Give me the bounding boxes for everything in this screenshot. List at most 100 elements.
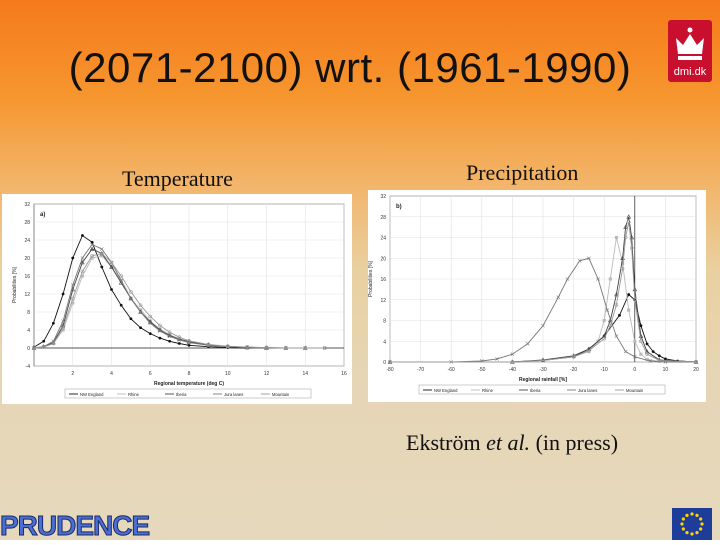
precip-data-point xyxy=(639,324,643,328)
temp-data-point xyxy=(61,325,65,330)
temp-data-point xyxy=(167,334,172,339)
precip-panel-label: b) xyxy=(396,204,402,210)
precip-series-line-4 xyxy=(390,221,697,363)
temp-legend-label: Mountain xyxy=(272,392,290,397)
precip-data-point xyxy=(540,357,546,362)
temp-data-point xyxy=(80,256,85,260)
temp-legend-label: Jura lanes xyxy=(224,392,243,397)
temp-data-point xyxy=(70,283,75,287)
temp-data-point xyxy=(32,346,36,350)
precip-xtick-label: -10 xyxy=(601,367,608,373)
temp-data-point xyxy=(177,335,182,339)
prudence-logo: PRUDENCE xyxy=(0,510,151,541)
precip-xtick-label: -40 xyxy=(509,367,516,373)
precip-data-point xyxy=(629,246,634,250)
precip-data-point xyxy=(587,348,591,353)
citation-author: Ekström xyxy=(406,430,487,455)
precip-data-point xyxy=(648,359,652,363)
temp-xtick-label: 8 xyxy=(188,371,191,377)
precip-ytick-label: 0 xyxy=(383,360,386,366)
temp-data-point xyxy=(158,329,162,333)
precip-xtick-label: -50 xyxy=(478,367,485,373)
eu-star xyxy=(680,522,684,526)
temperature-heading: Temperature xyxy=(122,166,233,191)
citation-rest: (in press) xyxy=(530,430,619,455)
temp-data-point xyxy=(119,278,123,283)
temp-data-point xyxy=(70,296,75,301)
temp-data-point xyxy=(42,339,46,343)
temp-data-point xyxy=(129,317,133,321)
precip-xtick-label: 10 xyxy=(663,367,669,373)
temp-ytick-label: 32 xyxy=(24,202,30,208)
temp-data-point xyxy=(128,295,134,301)
temp-data-point xyxy=(139,326,142,330)
precip-data-point xyxy=(495,357,499,361)
temp-data-point xyxy=(119,274,123,278)
precip-data-point xyxy=(657,354,661,358)
temp-data-point xyxy=(225,344,230,348)
temp-data-point xyxy=(167,330,172,335)
temp-xtick-label: 6 xyxy=(149,371,152,377)
temp-data-point xyxy=(109,260,114,265)
temp-ytick-label: -4 xyxy=(26,364,31,370)
temp-data-point xyxy=(225,344,230,349)
temp-data-point xyxy=(61,328,65,332)
temp-panel-label: a) xyxy=(40,212,45,218)
temp-xtick-label: 14 xyxy=(302,371,308,377)
precip-data-point xyxy=(620,266,625,271)
precip-xtick-label: -20 xyxy=(570,367,577,373)
temp-data-point xyxy=(168,339,172,343)
temp-ytick-label: 12 xyxy=(24,292,30,298)
precip-data-point xyxy=(645,357,649,362)
temp-data-point xyxy=(71,256,75,260)
precip-data-point xyxy=(627,293,631,296)
eu-star xyxy=(690,512,694,516)
eu-star xyxy=(685,513,689,517)
temp-data-point xyxy=(158,336,162,340)
precip-data-point xyxy=(605,308,610,312)
temp-data-point xyxy=(80,274,85,278)
temp-ytick-label: 4 xyxy=(27,328,30,334)
eu-star xyxy=(695,513,699,517)
temp-data-point xyxy=(51,341,56,346)
temp-data-point xyxy=(109,264,114,269)
precip-xtick-label: -70 xyxy=(417,367,424,373)
temp-y-axis-label: Probabilities [%] xyxy=(12,266,18,302)
precip-data-point xyxy=(620,261,625,266)
temp-ytick-label: 24 xyxy=(24,238,30,244)
precip-xtick-label: -30 xyxy=(539,367,546,373)
precip-data-point xyxy=(614,235,619,240)
temp-data-point xyxy=(158,327,162,331)
temperature-chart-panel: -4 0 4 8 12 16 20 24 28 32 2 4 6 8 10 12 14 16 a) Regional … xyxy=(2,194,352,404)
precip-ytick-label: 24 xyxy=(380,236,386,242)
precip-data-point xyxy=(565,277,570,281)
precip-data-point xyxy=(664,357,667,361)
eu-star xyxy=(700,522,704,526)
temp-xtick-label: 16 xyxy=(341,371,347,377)
temp-data-point xyxy=(187,339,191,343)
temp-data-point xyxy=(119,303,123,307)
precipitation-chart: 0 4 8 12 16 20 24 28 32 -80 -70 -60 -50 -40 -30 -20 -10 0… xyxy=(368,194,699,395)
precip-legend xyxy=(418,384,666,395)
precip-data-point xyxy=(614,303,619,307)
temp-series-line-4 xyxy=(33,253,325,349)
precip-data-point xyxy=(614,334,619,338)
precip-data-point xyxy=(571,355,576,359)
precip-xtick-label: 20 xyxy=(693,367,699,373)
precip-data-point xyxy=(645,352,649,357)
temp-legend xyxy=(64,388,312,399)
precip-data-point xyxy=(623,224,628,229)
temp-data-point xyxy=(148,319,152,323)
precipitation-heading: Precipitation xyxy=(466,160,579,185)
precip-ytick-label: 4 xyxy=(383,339,386,345)
precip-data-point xyxy=(632,354,637,359)
temp-data-point xyxy=(138,309,143,314)
temp-data-point xyxy=(158,323,162,328)
precip-data-point xyxy=(694,360,698,364)
precip-x-axis-label: Regional rainfall [%] xyxy=(519,377,567,383)
temp-data-point xyxy=(303,346,308,350)
precip-data-point xyxy=(633,339,637,343)
precip-data-point xyxy=(639,352,643,356)
eu-star xyxy=(695,531,699,535)
